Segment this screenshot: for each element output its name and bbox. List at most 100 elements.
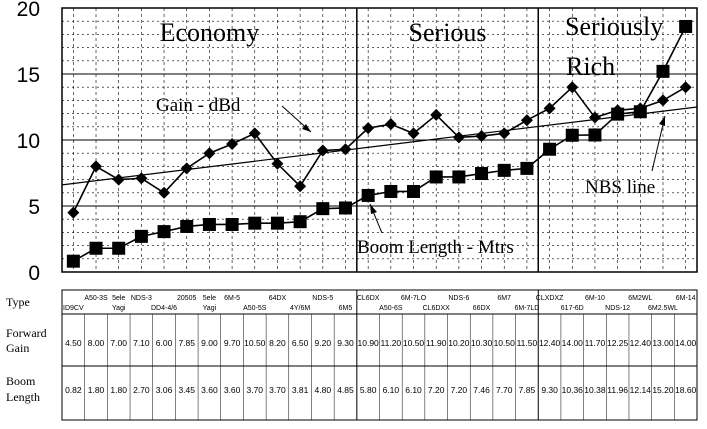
boom-point <box>270 216 284 230</box>
boom-point <box>202 217 216 231</box>
gain-row-header-line1: Forward <box>6 326 47 340</box>
type-label-bottom: CL6DXX <box>423 305 451 312</box>
boom-value-cell: 0.82 <box>65 385 82 395</box>
boom-value-cell: 18.60 <box>675 385 697 395</box>
boom-value-cell: 4.80 <box>315 385 332 395</box>
gain-point <box>90 160 103 173</box>
gain-point <box>498 127 511 140</box>
boom-point <box>66 254 80 268</box>
boom-point <box>112 241 126 255</box>
boom-value-cell: 6.10 <box>405 385 422 395</box>
boom-row-header-line1: Boom <box>6 374 36 388</box>
boom-series-line <box>72 26 687 262</box>
gain-value-cell: 8.20 <box>269 338 286 348</box>
boom-value-cell: 10.36 <box>562 385 584 395</box>
gain-series-line <box>72 86 687 213</box>
type-row-header: Type <box>6 295 30 309</box>
type-label-top: 5ele <box>112 295 125 302</box>
gain-value-cell: 12.40 <box>630 338 652 348</box>
boom-point <box>543 142 557 156</box>
y-axis-ticks: 0 5 10 15 20 <box>17 0 40 285</box>
band-label-economy: Economy <box>160 18 260 47</box>
gain-value-cell: 12.25 <box>607 338 629 348</box>
type-label-top: 20505 <box>177 295 197 302</box>
boom-point <box>89 241 103 255</box>
type-label-bottom: NDS-12 <box>605 305 630 312</box>
boom-point <box>611 107 625 121</box>
gain-value-cell: 10.50 <box>244 338 266 348</box>
gain-point <box>679 81 692 94</box>
boom-value-cell: 2.70 <box>133 385 150 395</box>
boom-value-cell: 15.20 <box>652 385 674 395</box>
boom-point <box>497 163 511 177</box>
plot-border <box>61 7 698 273</box>
boom-value-cell: 3.45 <box>178 385 195 395</box>
type-label-bottom: ID9CV <box>63 305 84 312</box>
gain-value-cell: 9.20 <box>315 338 332 348</box>
gain-value-cell: 12.40 <box>539 338 561 348</box>
boom-point <box>475 167 489 181</box>
band-label-rich: Rich <box>566 52 615 81</box>
boom-value-cell: 1.80 <box>110 385 127 395</box>
gain-value-cell: 14.00 <box>562 338 584 348</box>
y-tick-label: 5 <box>28 196 40 219</box>
boom-point <box>429 170 443 184</box>
gain-point <box>135 172 148 185</box>
gain-point <box>180 162 193 175</box>
type-label-bottom: 6M-7LD <box>514 305 539 312</box>
type-label-top: 6M-7LO <box>401 295 427 302</box>
gain-point <box>430 108 443 121</box>
gain-point <box>475 130 488 143</box>
gain-point <box>203 147 216 160</box>
gain-value-cell: 8.00 <box>88 338 105 348</box>
gain-value-cell: 11.50 <box>517 338 538 348</box>
type-label-top: 5ele <box>203 295 216 302</box>
gain-value-cell: 11.20 <box>381 338 402 348</box>
gain-point <box>271 157 284 170</box>
type-label-top: 6M-10 <box>585 295 605 302</box>
y-tick-label: 15 <box>17 64 40 87</box>
gain-point <box>656 94 669 107</box>
boom-point <box>588 128 602 142</box>
gain-value-cell: 7.85 <box>178 338 195 348</box>
gain-arrow-head <box>302 124 311 132</box>
type-label-top: NDS-6 <box>448 295 469 302</box>
type-label-bottom: 617-6D <box>561 305 584 312</box>
type-label-top: 6M-5 <box>224 295 240 302</box>
type-label-top: 6M-14 <box>676 295 696 302</box>
type-label-top: 6M7 <box>497 295 511 302</box>
boom-point <box>225 217 239 231</box>
y-tick-label: 0 <box>28 262 40 285</box>
boom-value-cell: 5.80 <box>360 385 377 395</box>
nbs-line <box>61 106 698 186</box>
gain-point <box>67 206 80 219</box>
boom-value-cell: 9.30 <box>541 385 558 395</box>
boom-value-cell: 12.14 <box>630 385 652 395</box>
gain-point <box>407 127 420 140</box>
boom-value-cell: 6.10 <box>383 385 400 395</box>
boom-value-cell: 7.20 <box>428 385 445 395</box>
boom-value-cell: 11.96 <box>607 385 628 395</box>
gain-point <box>226 137 239 150</box>
boom-point <box>520 161 534 175</box>
boom-value-cell: 7.20 <box>451 385 468 395</box>
gain-value-cell: 4.50 <box>65 338 82 348</box>
boom-row-header-line2: Length <box>6 390 40 404</box>
nbs-annotation: NBS line <box>585 177 655 198</box>
gain-point <box>588 111 601 124</box>
gain-point <box>362 122 375 135</box>
boom-annotation: Boom Length - Mtrs <box>357 237 514 258</box>
gain-point <box>543 102 556 115</box>
type-label-bottom: 6M2.5WL <box>648 305 678 312</box>
gain-point <box>384 118 397 131</box>
boom-value-cell: 3.06 <box>156 385 173 395</box>
gain-point <box>520 114 533 127</box>
gain-point <box>316 144 329 157</box>
type-label-bottom: 66DX <box>473 305 491 312</box>
gain-point <box>294 180 307 193</box>
type-label-bottom: Yagi <box>112 305 126 312</box>
boom-length-series <box>66 19 693 268</box>
annotations: Gain - dBd Boom Length - Mtrs NBS line <box>156 95 666 258</box>
nbs-trend-line <box>61 106 698 186</box>
